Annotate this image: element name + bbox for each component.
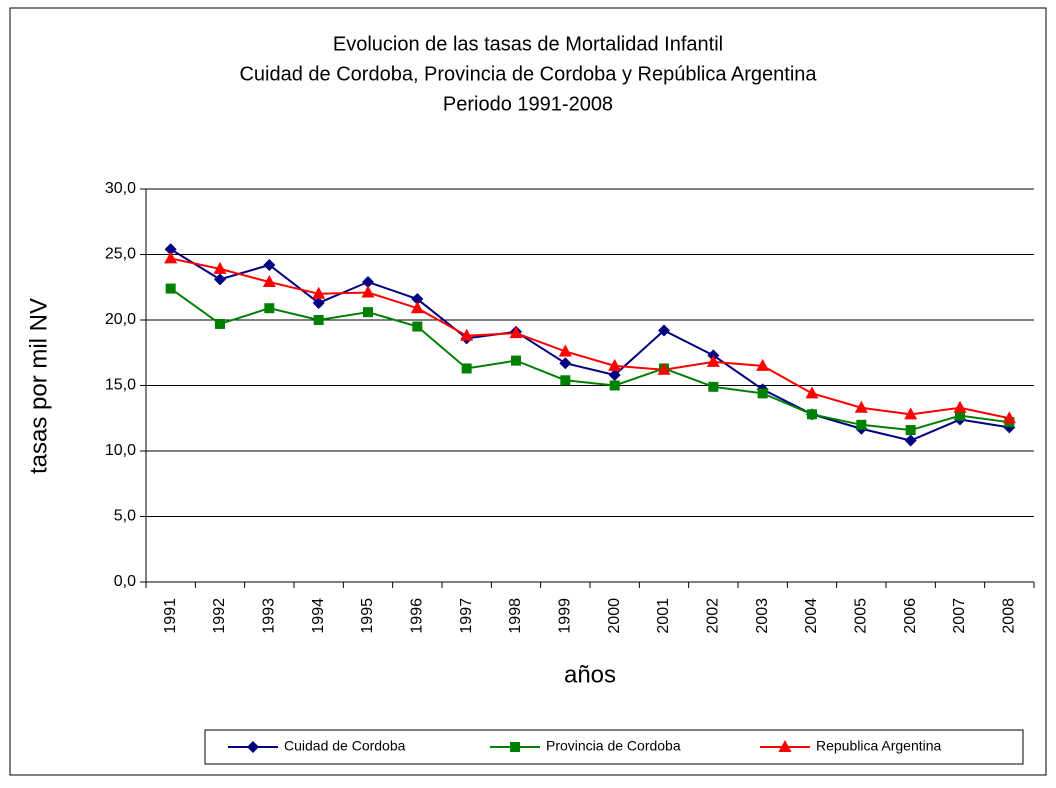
point-marker	[558, 344, 572, 357]
point-marker	[312, 296, 325, 309]
x-tick-label: 1991	[162, 598, 179, 634]
point-marker	[262, 275, 276, 288]
y-tick-label: 25,0	[105, 246, 136, 263]
point-marker	[706, 354, 720, 367]
x-tick-label: 2003	[754, 598, 771, 634]
point-marker	[756, 358, 770, 371]
legend-label: Republica Argentina	[816, 738, 942, 754]
point-marker	[511, 355, 521, 366]
legend-marker	[510, 742, 520, 752]
point-marker	[214, 273, 226, 286]
point-marker	[856, 419, 867, 430]
point-marker	[805, 386, 819, 399]
point-marker	[904, 407, 918, 420]
point-marker	[854, 400, 868, 413]
point-marker	[708, 381, 719, 392]
legend-label: Cuidad de Cordoba	[284, 738, 406, 754]
x-tick-label: 2000	[606, 598, 623, 634]
point-marker	[807, 409, 817, 420]
point-marker	[905, 425, 916, 436]
point-marker	[264, 303, 275, 314]
legend-marker	[247, 741, 259, 753]
x-tick-label: 1998	[507, 598, 524, 634]
x-tick-label: 1997	[458, 598, 475, 634]
y-tick-label: 15,0	[105, 377, 136, 394]
x-tick-label: 1996	[409, 598, 426, 634]
point-marker	[363, 307, 373, 318]
legend-box	[204, 729, 1024, 765]
point-marker	[608, 358, 622, 371]
point-marker	[461, 363, 472, 374]
series-line	[170, 248, 1010, 442]
x-tick-label: 1992	[211, 598, 228, 634]
x-tick-label: 2005	[853, 598, 870, 634]
point-marker	[412, 321, 423, 332]
point-marker	[559, 357, 572, 370]
x-axis-label: años	[564, 661, 616, 688]
x-tick-label: 2001	[655, 598, 672, 634]
point-marker	[411, 293, 424, 306]
x-tick-label: 1993	[261, 598, 278, 634]
x-tick-label: 1999	[557, 598, 574, 634]
x-tick-label: 2004	[803, 598, 820, 634]
point-marker	[560, 375, 571, 386]
point-marker	[953, 400, 967, 413]
point-marker	[460, 328, 474, 341]
point-marker	[410, 301, 424, 314]
x-tick-label: 2006	[902, 598, 919, 634]
y-tick-label: 30,0	[105, 180, 136, 197]
point-marker	[362, 276, 374, 289]
chart-title: Evolucion de las tasas de Mortalidad Inf…	[333, 33, 723, 55]
point-marker	[263, 258, 276, 271]
y-tick-label: 20,0	[105, 311, 136, 328]
point-marker	[609, 380, 620, 391]
point-marker	[213, 261, 227, 274]
point-marker	[509, 326, 523, 339]
point-marker	[361, 285, 375, 298]
point-marker	[164, 251, 178, 264]
point-marker	[608, 369, 621, 382]
point-marker	[165, 283, 176, 294]
point-marker	[757, 388, 768, 399]
chart-title: Periodo 1991-2008	[443, 93, 613, 115]
legend-marker	[778, 740, 792, 752]
series-line	[170, 287, 1010, 432]
x-tick-label: 1995	[359, 598, 376, 634]
x-tick-label: 2008	[1001, 598, 1018, 634]
y-tick-label: 0,0	[114, 573, 136, 590]
chart-title: Cuidad de Cordoba, Provincia de Cordoba …	[239, 63, 817, 85]
point-marker	[1002, 411, 1016, 424]
point-marker	[904, 434, 917, 447]
chart-border	[9, 7, 1047, 776]
y-axis-label: tasas por mil NV	[25, 298, 52, 474]
x-tick-label: 2007	[951, 598, 968, 634]
point-marker	[955, 410, 965, 421]
point-marker	[312, 286, 326, 299]
point-marker	[658, 324, 670, 337]
y-tick-label: 10,0	[105, 442, 136, 459]
point-marker	[215, 318, 225, 329]
point-marker	[164, 243, 177, 256]
y-tick-label: 5,0	[114, 508, 136, 525]
x-tick-label: 2002	[705, 598, 722, 634]
legend-label: Provincia de Cordoba	[546, 738, 681, 754]
series-line	[170, 257, 1010, 420]
point-marker	[313, 315, 324, 325]
x-tick-label: 1994	[310, 598, 327, 634]
point-marker	[657, 362, 671, 375]
